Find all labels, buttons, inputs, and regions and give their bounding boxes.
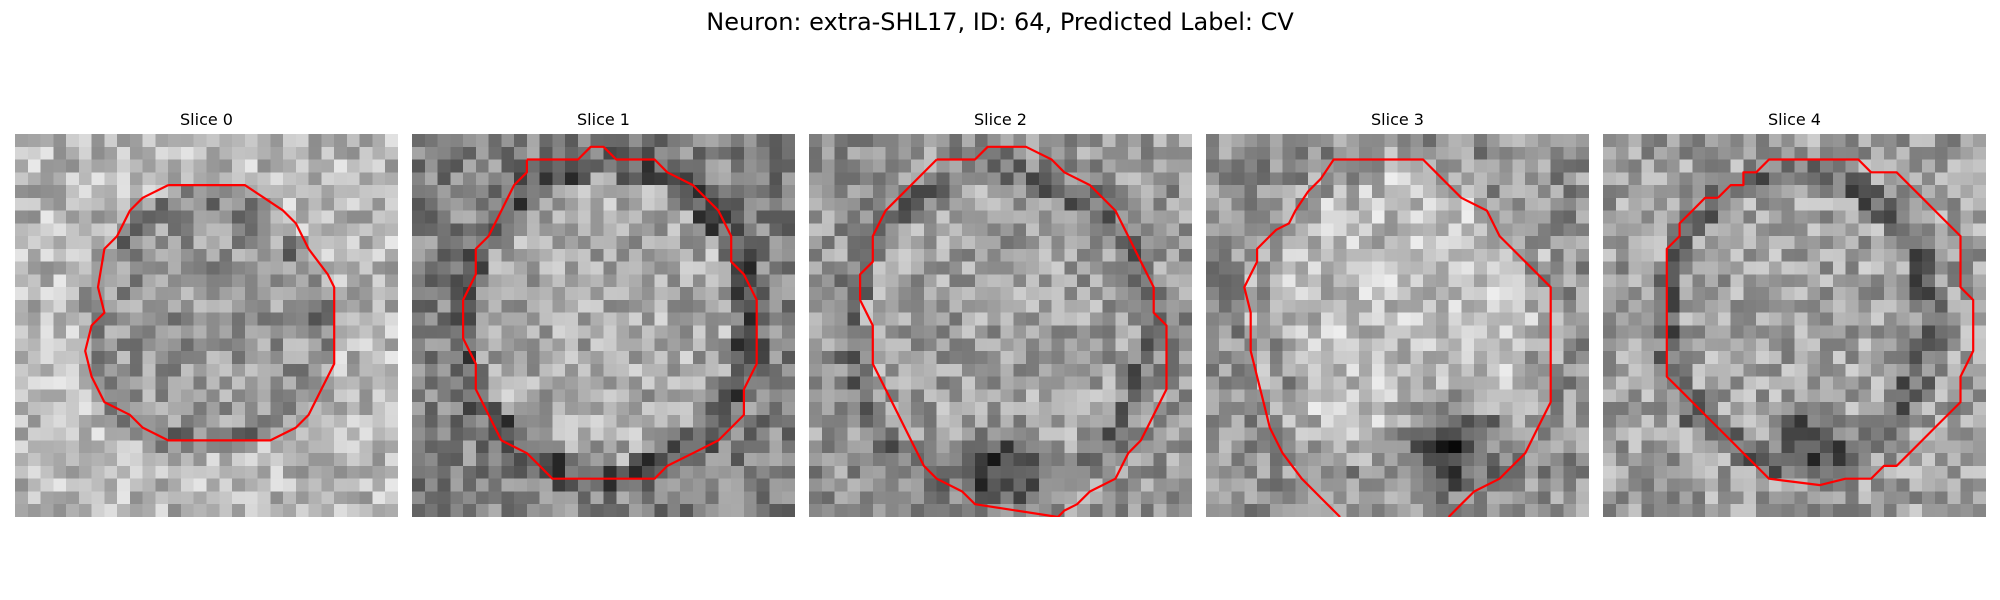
slice-svg	[15, 134, 398, 517]
pixel-grid	[1206, 134, 1589, 517]
cell-contour-outline	[1665, 158, 1975, 487]
slice-panel-1: Slice 1	[412, 110, 795, 517]
slice-image	[412, 134, 795, 517]
slice-image	[1206, 134, 1589, 517]
slice-panel-0: Slice 0	[15, 110, 398, 517]
slice-image	[1603, 134, 1986, 517]
slice-title: Slice 1	[577, 110, 630, 129]
slice-svg	[1206, 134, 1589, 517]
slice-panel-4: Slice 4	[1603, 110, 1986, 517]
slice-svg	[412, 134, 795, 517]
pixel-grid	[1603, 134, 1986, 517]
slice-title: Slice 4	[1768, 110, 1821, 129]
pixel-grid	[15, 134, 398, 517]
cell-contour-outline	[1243, 158, 1552, 517]
cell-contour-outline	[461, 145, 758, 480]
slice-svg	[1603, 134, 1986, 517]
slice-title: Slice 2	[974, 110, 1027, 129]
pixel-grid	[809, 134, 1192, 517]
pixel-grid	[412, 134, 795, 517]
slice-image	[15, 134, 398, 517]
slice-image	[809, 134, 1192, 517]
slice-panel-3: Slice 3	[1206, 110, 1589, 517]
cell-contour-outline	[84, 183, 336, 442]
slice-title: Slice 3	[1371, 110, 1424, 129]
cell-contour-outline	[858, 145, 1168, 517]
slice-title: Slice 0	[180, 110, 233, 129]
slice-svg	[809, 134, 1192, 517]
slice-panel-2: Slice 2	[809, 110, 1192, 517]
figure-title: Neuron: extra-SHL17, ID: 64, Predicted L…	[706, 8, 1294, 36]
